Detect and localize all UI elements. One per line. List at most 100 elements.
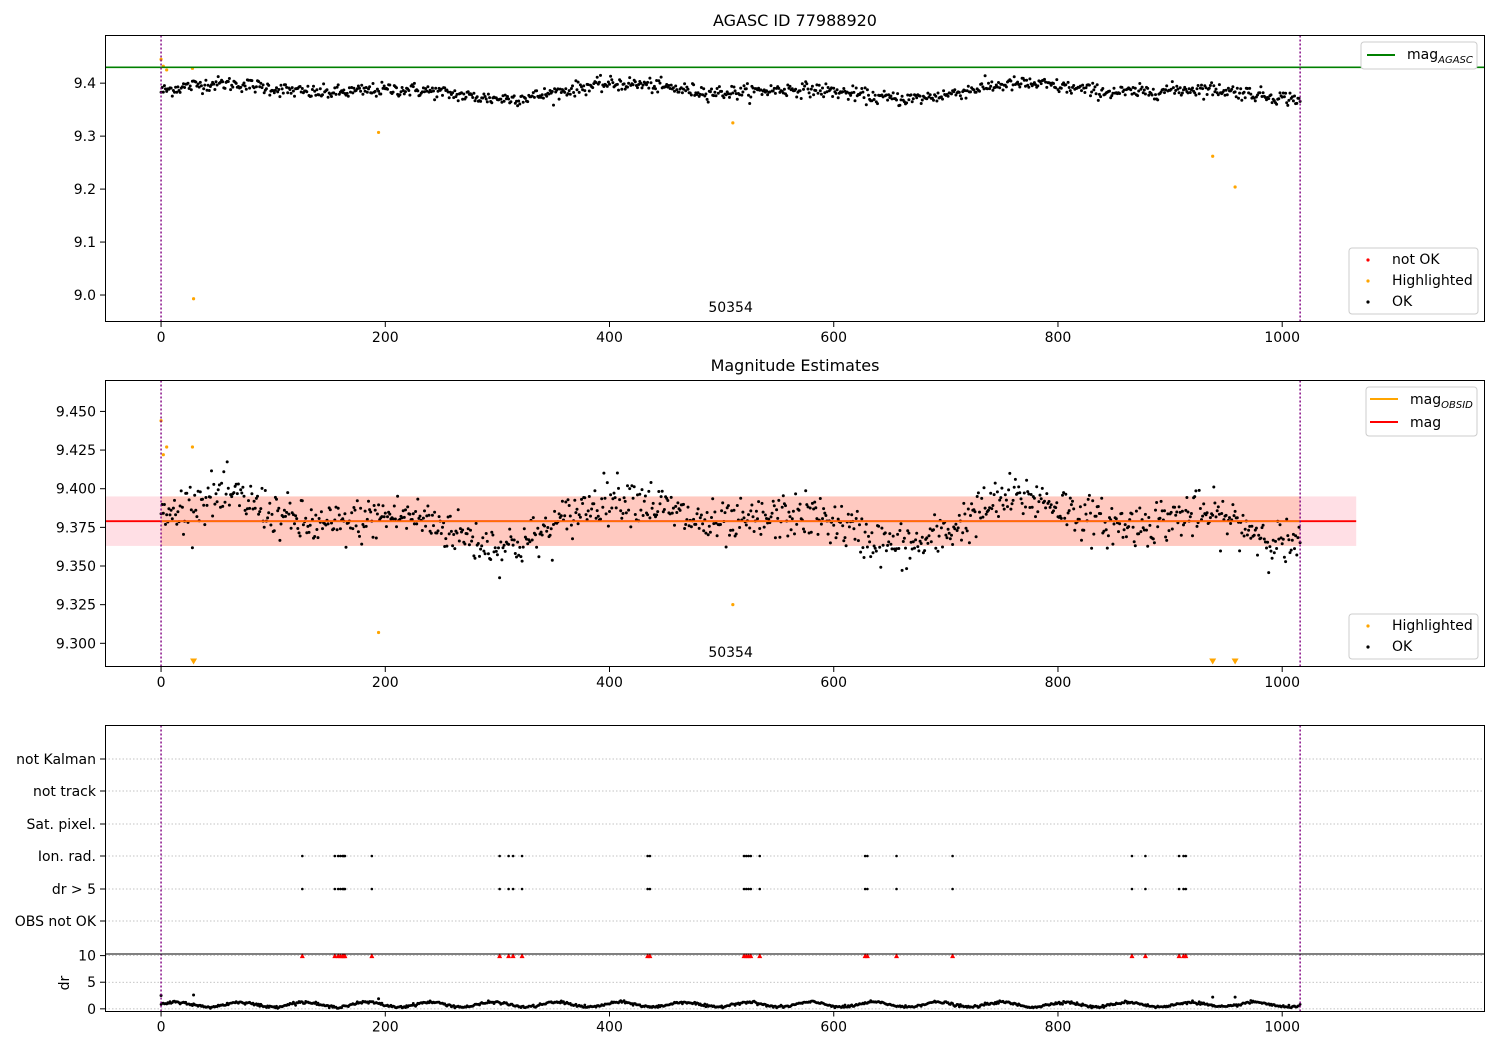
ok-point <box>571 537 574 541</box>
ok-point <box>316 536 320 540</box>
ok-point <box>377 503 381 507</box>
ok-point <box>947 531 951 535</box>
ok-point <box>352 506 356 509</box>
ok-point <box>444 537 448 541</box>
ok-point <box>1158 516 1162 520</box>
ok-point <box>1291 99 1295 103</box>
ok-point <box>326 95 330 99</box>
flag-point <box>749 887 753 891</box>
ok-point <box>1295 553 1299 557</box>
ok-point <box>1193 91 1197 95</box>
ok-point <box>702 87 706 91</box>
panel2-obsid-annotation: 50354 <box>708 645 753 661</box>
ok-point <box>1271 538 1275 542</box>
dr-capped-marker <box>1183 953 1189 959</box>
ok-point <box>692 517 696 521</box>
ok-point <box>1267 97 1271 101</box>
ok-point <box>347 86 351 90</box>
ok-point <box>631 83 635 87</box>
ok-point <box>1106 534 1110 538</box>
ok-point <box>587 495 591 498</box>
ok-point <box>503 93 507 97</box>
ok-point <box>1067 509 1071 513</box>
ok-point <box>282 508 286 512</box>
ok-point <box>472 91 476 95</box>
ok-point <box>318 87 322 91</box>
ok-point <box>549 527 553 531</box>
ok-point <box>657 490 661 493</box>
ok-point <box>1067 86 1071 89</box>
ok-point <box>826 86 830 89</box>
ok-point <box>676 501 680 505</box>
ok-point <box>772 86 776 90</box>
ok-point <box>1277 537 1281 541</box>
ok-point <box>449 529 453 533</box>
dr-tick-label: 10 <box>78 949 96 965</box>
ok-point <box>482 549 486 553</box>
ok-point <box>484 532 488 535</box>
ok-point <box>221 80 225 84</box>
ok-point <box>699 513 703 517</box>
ok-point <box>408 93 412 97</box>
ok-point <box>1237 96 1240 100</box>
ok-point <box>1018 491 1022 495</box>
ok-point <box>1226 86 1230 90</box>
ok-point <box>605 481 609 485</box>
ok-point <box>806 87 810 91</box>
ok-point <box>860 87 864 90</box>
ok-point <box>343 512 347 516</box>
ok-point <box>1086 497 1090 501</box>
ok-point <box>1195 524 1199 528</box>
x-tick-label: 1000 <box>1264 1020 1300 1036</box>
ok-point <box>1200 83 1203 87</box>
ok-point <box>455 531 459 535</box>
ok-point <box>208 495 212 499</box>
ok-point <box>1274 539 1277 543</box>
ok-point <box>426 504 430 508</box>
ok-point <box>234 81 238 85</box>
ok-point <box>1122 528 1126 532</box>
ok-point <box>1201 87 1205 91</box>
ok-point <box>476 542 480 545</box>
ok-point <box>742 516 746 520</box>
ok-point <box>532 95 536 99</box>
ok-point <box>705 97 709 101</box>
ok-point <box>1156 98 1160 102</box>
ok-point <box>615 471 619 475</box>
ok-point <box>1120 85 1124 89</box>
ok-point <box>636 493 639 497</box>
ok-point <box>199 84 203 88</box>
ok-point <box>891 91 895 95</box>
ok-point <box>963 512 967 516</box>
ok-point <box>1026 490 1030 494</box>
ok-point <box>421 516 425 520</box>
ok-point <box>1112 86 1116 90</box>
ok-point <box>576 522 580 526</box>
ok-point <box>1019 82 1023 86</box>
ok-point <box>463 542 467 546</box>
ok-point <box>475 95 479 99</box>
ok-point <box>1202 97 1206 101</box>
ok-point <box>408 512 412 516</box>
ok-point <box>398 517 402 521</box>
ok-point <box>1260 95 1264 98</box>
ok-point <box>675 88 679 92</box>
ok-point <box>993 481 997 485</box>
ok-point <box>1232 514 1236 518</box>
ok-point <box>786 83 790 87</box>
ok-point <box>1133 544 1137 548</box>
ok-point <box>1010 88 1014 92</box>
ok-point <box>167 507 171 511</box>
ok-point <box>1004 498 1008 502</box>
ok-point <box>810 84 814 88</box>
flag-rows <box>105 758 1484 922</box>
ok-point <box>1129 88 1133 92</box>
ok-point <box>960 538 963 542</box>
ok-point <box>629 525 633 529</box>
ok-point <box>946 94 950 98</box>
ok-point <box>627 508 631 512</box>
ok-point <box>687 524 691 528</box>
ok-point <box>859 550 863 554</box>
ok-point <box>552 523 555 526</box>
ok-point <box>1231 85 1235 89</box>
